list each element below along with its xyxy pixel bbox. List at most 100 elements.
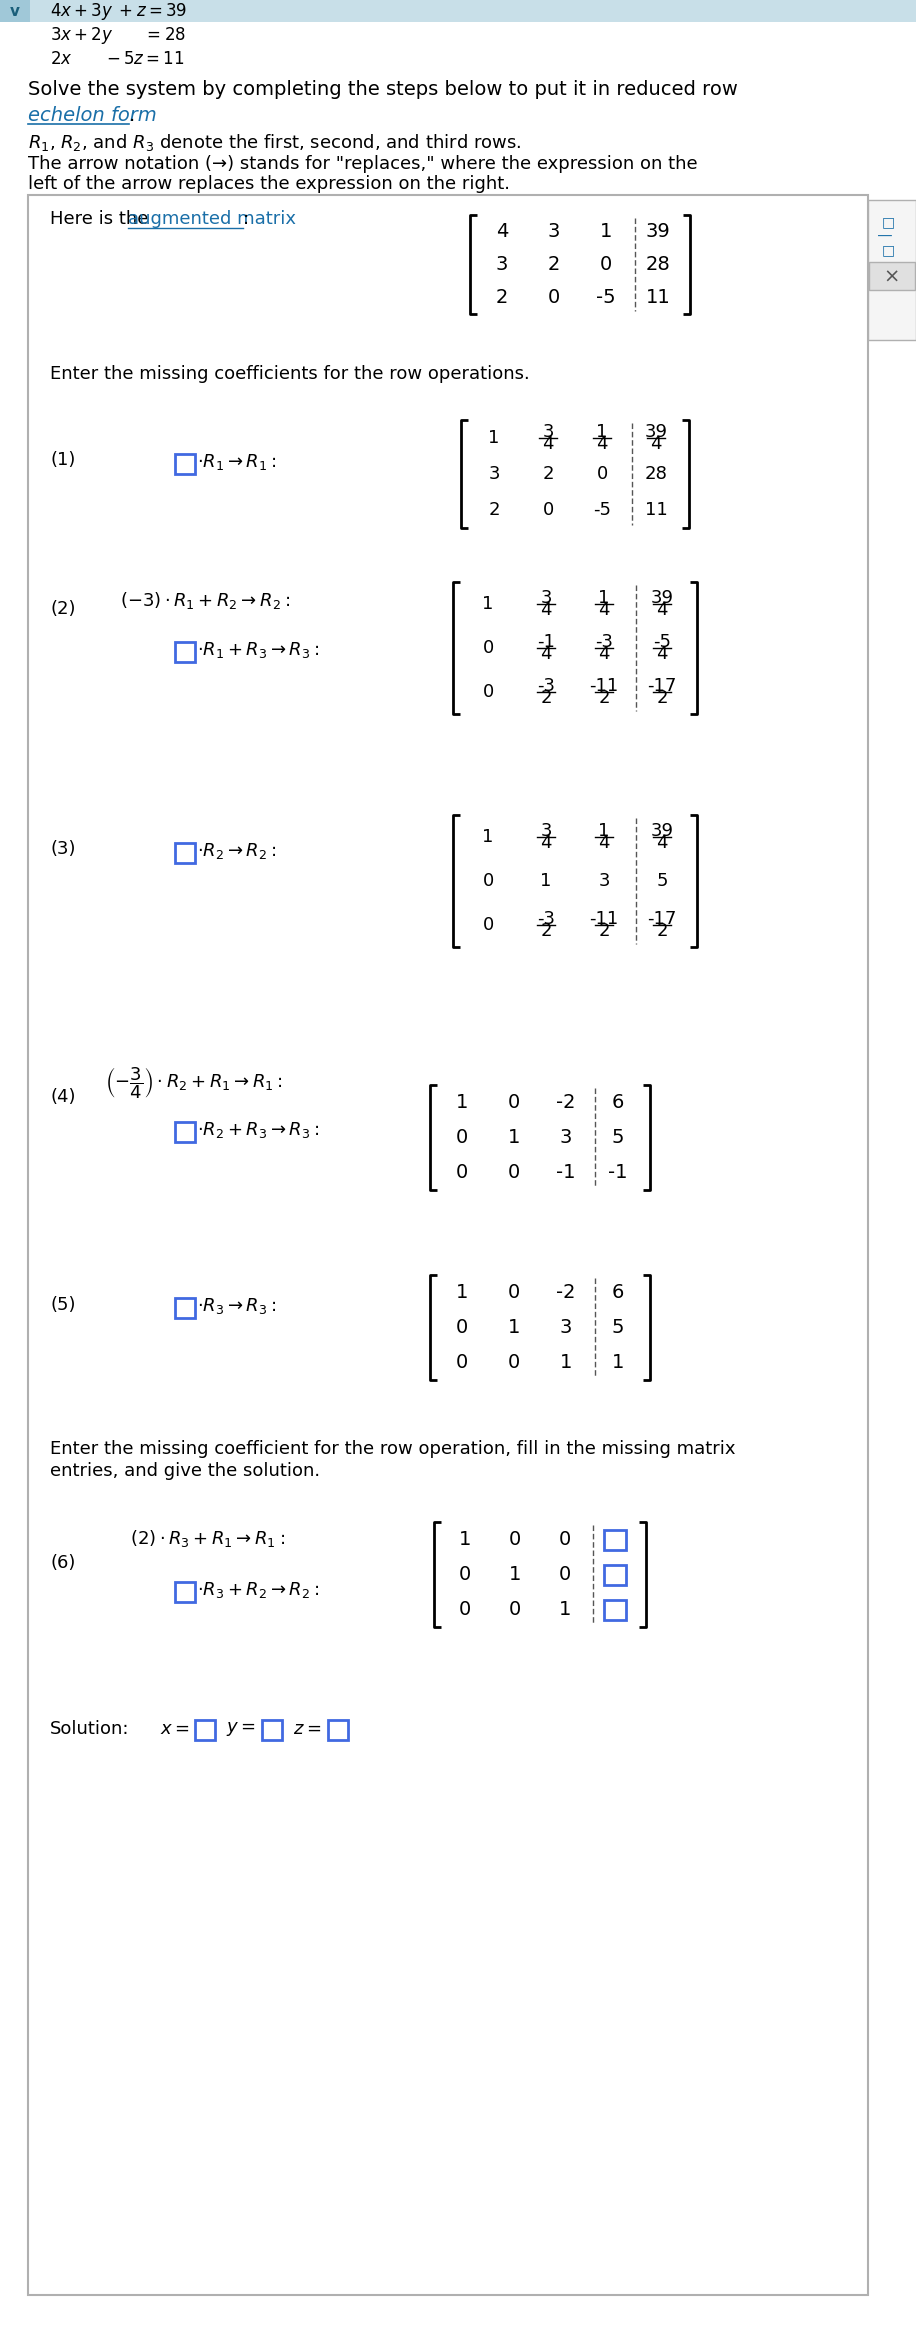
Bar: [262, 1719, 282, 1740]
Text: 0: 0: [596, 464, 607, 483]
Text: 0: 0: [456, 1353, 468, 1372]
Text: 5: 5: [612, 1318, 624, 1337]
Text: 4: 4: [540, 602, 551, 618]
Text: -1: -1: [537, 632, 555, 651]
Text: echelon form: echelon form: [28, 105, 157, 126]
Text: 4: 4: [598, 644, 610, 663]
Text: $\cdot R_3 \rightarrow R_3:$: $\cdot R_3 \rightarrow R_3:$: [197, 1297, 277, 1316]
Text: 3: 3: [598, 873, 610, 889]
Bar: [195, 1719, 215, 1740]
Text: 0: 0: [483, 917, 494, 933]
Text: 1: 1: [596, 422, 607, 441]
Text: $y =$: $y =$: [226, 1719, 256, 1738]
Text: Solution:: Solution:: [50, 1719, 129, 1738]
Text: 2: 2: [488, 502, 500, 518]
Text: :: :: [243, 210, 249, 229]
Text: 11: 11: [645, 502, 668, 518]
Text: $\cdot R_2 + R_3 \rightarrow R_3:$: $\cdot R_2 + R_3 \rightarrow R_3:$: [197, 1120, 320, 1141]
Text: 4: 4: [656, 833, 668, 852]
Text: (5): (5): [50, 1297, 75, 1313]
Text: 1: 1: [598, 588, 610, 607]
Text: (1): (1): [50, 450, 75, 469]
Text: $x =$: $x =$: [160, 1719, 190, 1738]
Text: 1: 1: [560, 1353, 572, 1372]
Text: 4: 4: [598, 833, 610, 852]
Text: 1: 1: [459, 1530, 471, 1549]
Bar: [0, 0, 30, 21]
Text: 1: 1: [456, 1283, 468, 1302]
Text: -1: -1: [556, 1162, 576, 1183]
Text: 1: 1: [456, 1092, 468, 1113]
Bar: [869, 261, 915, 289]
Text: 2: 2: [542, 464, 554, 483]
Text: -1: -1: [608, 1162, 627, 1183]
Text: 39: 39: [650, 821, 673, 840]
Text: 5: 5: [612, 1127, 624, 1148]
Text: 1: 1: [612, 1353, 624, 1372]
Text: 0: 0: [600, 254, 612, 273]
Bar: [175, 1582, 195, 1603]
Text: $\cdot R_1 \rightarrow R_1:$: $\cdot R_1 \rightarrow R_1:$: [197, 453, 277, 471]
Text: The arrow notation (→) stands for "replaces," where the expression on the: The arrow notation (→) stands for "repla…: [28, 154, 698, 173]
Text: 4: 4: [542, 434, 554, 453]
Text: 3: 3: [560, 1127, 572, 1148]
Text: 4: 4: [540, 833, 551, 852]
Text: (6): (6): [50, 1554, 75, 1572]
Text: -3: -3: [537, 910, 555, 929]
Text: 0: 0: [559, 1565, 571, 1584]
Text: 1: 1: [507, 1318, 520, 1337]
Text: 0: 0: [509, 1600, 521, 1619]
Text: 6: 6: [612, 1092, 624, 1113]
Text: augmented matrix: augmented matrix: [128, 210, 296, 229]
Text: Enter the missing coefficients for the row operations.: Enter the missing coefficients for the r…: [50, 364, 529, 383]
Text: .: .: [129, 105, 136, 126]
Text: 3: 3: [560, 1318, 572, 1337]
Text: -2: -2: [556, 1283, 576, 1302]
Text: 1: 1: [507, 1127, 520, 1148]
Text: Solve the system by completing the steps below to put it in reduced row: Solve the system by completing the steps…: [28, 79, 738, 98]
Text: (3): (3): [50, 840, 75, 859]
Text: 0: 0: [483, 873, 494, 889]
Text: (4): (4): [50, 1087, 75, 1106]
Bar: [175, 1122, 195, 1141]
Text: 2: 2: [656, 688, 668, 707]
Bar: [175, 642, 195, 663]
Bar: [604, 1530, 626, 1549]
Text: -5: -5: [596, 287, 616, 308]
Text: $\cdot R_2 \rightarrow R_2:$: $\cdot R_2 \rightarrow R_2:$: [197, 840, 277, 861]
Text: 0: 0: [459, 1565, 471, 1584]
Text: $\cdot R_3 + R_2 \rightarrow R_2:$: $\cdot R_3 + R_2 \rightarrow R_2:$: [197, 1579, 320, 1600]
Text: entries, and give the solution.: entries, and give the solution.: [50, 1463, 320, 1479]
Text: 4: 4: [496, 222, 508, 240]
Text: 0: 0: [559, 1530, 571, 1549]
Text: 1: 1: [483, 595, 494, 614]
Text: 4: 4: [650, 434, 661, 453]
Text: 2: 2: [598, 922, 610, 940]
Text: -3: -3: [537, 677, 555, 695]
Text: -2: -2: [556, 1092, 576, 1113]
Text: 0: 0: [456, 1162, 468, 1183]
Text: $\cdot R_1 + R_3 \rightarrow R_3:$: $\cdot R_1 + R_3 \rightarrow R_3:$: [197, 639, 320, 660]
Text: 2: 2: [540, 688, 551, 707]
Text: 3: 3: [496, 254, 508, 273]
Text: 0: 0: [548, 287, 560, 308]
Text: 1: 1: [483, 828, 494, 847]
Text: 1: 1: [600, 222, 612, 240]
Text: -11: -11: [589, 910, 618, 929]
Text: -3: -3: [595, 632, 613, 651]
Text: 39: 39: [646, 222, 671, 240]
Text: $(-3)\cdot R_1 + R_2 \rightarrow R_2:$: $(-3)\cdot R_1 + R_2 \rightarrow R_2:$: [120, 590, 290, 611]
Text: 2: 2: [540, 922, 551, 940]
Text: 0: 0: [483, 639, 494, 658]
Text: 1: 1: [598, 821, 610, 840]
Text: $(2)\cdot R_3 + R_1 \rightarrow R_1:$: $(2)\cdot R_3 + R_1 \rightarrow R_1:$: [130, 1528, 285, 1549]
Text: $3x + 2y \qquad= 28$: $3x + 2y \qquad= 28$: [50, 26, 186, 47]
Text: 0: 0: [507, 1353, 520, 1372]
Text: 3: 3: [540, 588, 551, 607]
Text: 0: 0: [456, 1318, 468, 1337]
Text: 0: 0: [542, 502, 553, 518]
Text: -5: -5: [653, 632, 671, 651]
Text: 6: 6: [612, 1283, 624, 1302]
Text: 0: 0: [459, 1600, 471, 1619]
Bar: [328, 1719, 348, 1740]
